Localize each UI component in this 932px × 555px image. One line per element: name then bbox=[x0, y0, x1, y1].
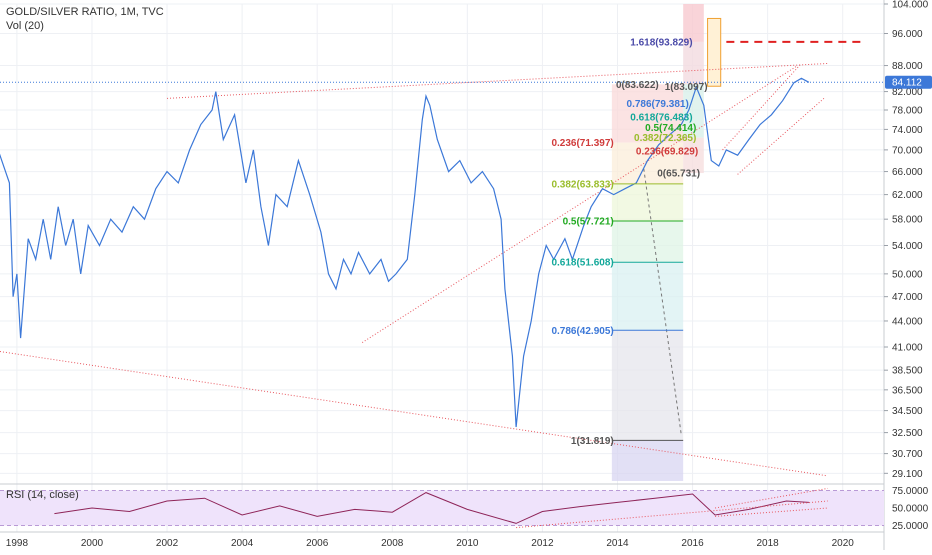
trend-line bbox=[737, 98, 825, 175]
x-tick-label: 2010 bbox=[456, 538, 479, 549]
grid-layer bbox=[0, 3, 884, 532]
y-tick-label: 30.700 bbox=[892, 449, 923, 460]
volume-indicator: Vol (20) bbox=[6, 20, 44, 32]
y-tick-label: 47.000 bbox=[892, 292, 923, 303]
fib-level-label: 0.236(71.397) bbox=[551, 138, 613, 149]
y-tick-label: 34.500 bbox=[892, 406, 923, 417]
fib-level-label: 0(65.731) bbox=[657, 169, 700, 180]
x-tick-label: 2014 bbox=[606, 538, 629, 549]
y-tick-label: 82.000 bbox=[892, 87, 923, 98]
fib-level-label: 0.382(72.365) bbox=[634, 133, 696, 144]
fib-level-label: 0.786(79.381) bbox=[627, 99, 689, 110]
fib-level-label: 0.382(63.833) bbox=[551, 179, 613, 190]
x-tick-label: 2018 bbox=[757, 538, 780, 549]
fib-zone-upper bbox=[683, 137, 704, 174]
fib-level-label: 0(83.622) bbox=[616, 80, 659, 91]
rsi-tick-label: 50.0000 bbox=[892, 504, 929, 515]
rsi-tick-label: 75.0000 bbox=[892, 486, 929, 497]
rsi-panel[interactable]: 75.0000 50.0000 25.0000 bbox=[0, 486, 929, 532]
y-tick-label: 66.000 bbox=[892, 167, 923, 178]
rsi-indicator-label: RSI (14, close) bbox=[6, 489, 79, 501]
y-tick-label: 32.500 bbox=[892, 428, 923, 439]
y-tick-label: 44.000 bbox=[892, 316, 923, 327]
x-tick-label: 2008 bbox=[381, 538, 404, 549]
rsi-trend-line bbox=[714, 487, 828, 509]
y-tick-label: 41.000 bbox=[892, 342, 923, 353]
x-tick-label: 2002 bbox=[156, 538, 179, 549]
y-tick-label: 38.500 bbox=[892, 366, 923, 377]
price-axis[interactable]: 104.000 96.000 88.000 82.000 78.000 74.000 70.… bbox=[884, 0, 929, 480]
fib-zone bbox=[611, 330, 684, 441]
rsi-band bbox=[0, 490, 884, 526]
y-tick-label: 36.500 bbox=[892, 385, 923, 396]
fib-level-label: 0.618(51.608) bbox=[551, 258, 613, 269]
trend-line bbox=[167, 62, 828, 99]
projection-box bbox=[707, 17, 722, 87]
fibonacci-fills bbox=[611, 4, 722, 481]
x-tick-label: 2004 bbox=[231, 538, 254, 549]
fib-zone-upper bbox=[683, 4, 704, 42]
rsi-tick-label: 25.0000 bbox=[892, 521, 929, 532]
fib-level-label: 0.786(42.905) bbox=[551, 326, 613, 337]
trend-line bbox=[722, 63, 802, 151]
fib-level-label: 0.5(57.721) bbox=[563, 216, 614, 227]
fib-zone bbox=[611, 142, 684, 184]
current-price-value: 84.112 bbox=[892, 78, 922, 89]
fib-zone bbox=[611, 262, 684, 331]
trend-line bbox=[361, 65, 798, 343]
x-tick-label: 2012 bbox=[531, 538, 554, 549]
y-tick-label: 104.000 bbox=[892, 0, 929, 11]
fibonacci-labels: 1.618(93.829) 0(83.622) 1(83.097) 0.786(79.… bbox=[551, 37, 707, 446]
y-tick-label: 88.000 bbox=[892, 61, 923, 72]
fib-level-label: 0.618(76.483) bbox=[630, 113, 692, 124]
y-tick-label: 58.000 bbox=[892, 215, 923, 226]
x-tick-label: 2020 bbox=[832, 538, 855, 549]
y-tick-label: 54.000 bbox=[892, 241, 923, 252]
symbol-title: GOLD/SILVER RATIO, 1M, TVC bbox=[6, 6, 164, 18]
trend-lines bbox=[0, 40, 884, 477]
y-tick-label: 78.000 bbox=[892, 106, 923, 117]
fib-level-label: 1(31.819) bbox=[571, 436, 614, 447]
x-tick-label: 2006 bbox=[306, 538, 329, 549]
current-price-badge: 84.112 bbox=[885, 75, 932, 89]
y-tick-label: 50.000 bbox=[892, 269, 923, 280]
fib-level-label: 0.236(69.829) bbox=[636, 146, 698, 157]
fib-zone bbox=[611, 183, 684, 221]
rsi-series-line bbox=[54, 492, 809, 524]
time-axis[interactable]: 1998 2000 2002 2004 2006 2008 2010 2012 2014 2016… bbox=[6, 538, 855, 549]
fib-zone bbox=[611, 220, 684, 263]
y-tick-label: 70.000 bbox=[892, 145, 923, 156]
fib-connector bbox=[643, 168, 682, 435]
y-tick-label: 29.100 bbox=[892, 469, 923, 480]
fib-level-label: 1(83.097) bbox=[665, 82, 708, 93]
y-tick-label: 74.000 bbox=[892, 125, 923, 136]
fib-zone-upper bbox=[683, 41, 704, 85]
x-tick-label: 1998 bbox=[6, 538, 29, 549]
fib-zone-upper bbox=[683, 84, 704, 138]
y-tick-label: 96.000 bbox=[892, 29, 923, 40]
x-tick-label: 2016 bbox=[681, 538, 704, 549]
fib-level-label: 1.618(93.829) bbox=[630, 37, 692, 48]
x-tick-label: 2000 bbox=[81, 538, 104, 549]
fib-zone bbox=[611, 440, 684, 481]
price-series bbox=[0, 77, 810, 428]
y-tick-label: 62.000 bbox=[892, 190, 923, 201]
rsi-trend-line bbox=[715, 507, 828, 517]
current-price-badge-bg bbox=[885, 75, 932, 89]
rsi-trend-line bbox=[516, 500, 828, 529]
price-series-line bbox=[0, 77, 810, 428]
fib-level-label: 0.5(74.414) bbox=[645, 123, 696, 134]
